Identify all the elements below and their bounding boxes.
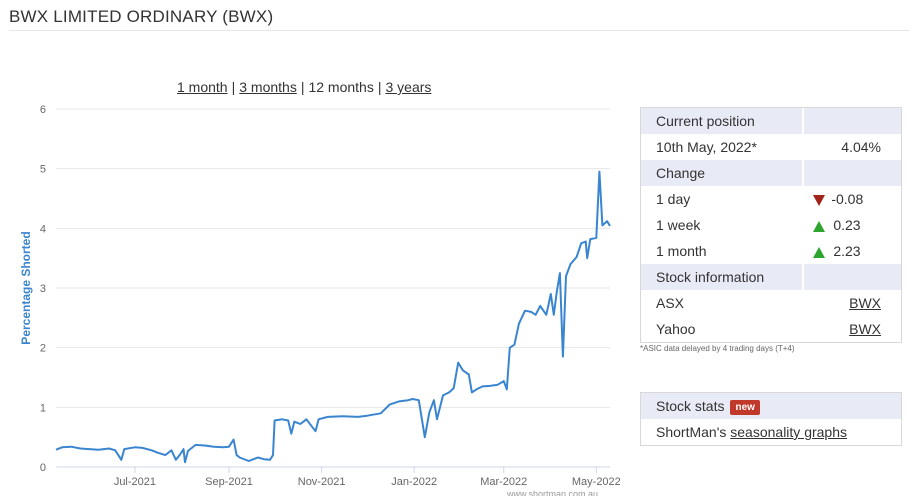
change-1-week-label: 1 week bbox=[656, 217, 701, 233]
short-position-chart: 0 1 2 3 4 5 6 Jul-2021 Sep-2021 Nov-2021 Jan-2022 M… bbox=[19, 104, 620, 496]
current-position-header: Current position bbox=[641, 108, 804, 134]
x-tick-label: May-2022 bbox=[572, 476, 620, 488]
stock-stats-panel: Stock stats new ShortMan's seasonality gr… bbox=[640, 392, 902, 446]
yahoo-label: Yahoo bbox=[656, 321, 696, 337]
y-axis-title: Percentage Shorted bbox=[19, 231, 33, 344]
y-tick-label: 0 bbox=[40, 462, 46, 474]
stock-stats-header: Stock stats new bbox=[641, 393, 901, 419]
header-blank-cell bbox=[802, 160, 901, 186]
period-1-month-link[interactable]: 1 month bbox=[177, 79, 228, 95]
period-12-months-current: 12 months bbox=[308, 79, 374, 95]
asic-footnote: *ASIC data delayed by 4 trading days (T+… bbox=[640, 344, 795, 353]
change-1-week-value: 0.23 bbox=[833, 217, 861, 233]
x-tick-label: Nov-2021 bbox=[298, 476, 346, 488]
change-1-day-label: 1 day bbox=[656, 191, 691, 207]
stock-information-header: Stock information bbox=[641, 264, 804, 290]
period-separator: | bbox=[300, 79, 305, 95]
asx-label: ASX bbox=[656, 295, 685, 311]
x-tick-label: Jul-2021 bbox=[114, 476, 156, 488]
change-1-month-value: 2.23 bbox=[833, 243, 861, 259]
yahoo-link-cell: BWX bbox=[803, 316, 901, 342]
change-1-day-value-cell: -0.08 bbox=[803, 186, 901, 212]
seasonality-prefix: ShortMan's bbox=[656, 424, 731, 440]
title-divider bbox=[9, 30, 909, 31]
header-blank-cell bbox=[802, 264, 901, 290]
period-selector: 1 month | 3 months | 12 months | 3 years bbox=[177, 79, 431, 95]
change-header: Change bbox=[641, 160, 804, 186]
period-3-years-link[interactable]: 3 years bbox=[385, 79, 432, 95]
y-tick-label: 3 bbox=[40, 283, 46, 295]
series-line bbox=[55, 170, 611, 464]
period-separator: | bbox=[231, 79, 236, 95]
down-arrow-icon bbox=[813, 194, 826, 206]
change-1-month-value-cell: 2.23 bbox=[803, 238, 901, 264]
position-panel: Current position 10th May, 2022* 4.04% C… bbox=[640, 107, 902, 343]
change-1-month-label: 1 month bbox=[656, 243, 707, 259]
y-tick-label: 5 bbox=[40, 164, 46, 176]
seasonality-graphs-link[interactable]: seasonality graphs bbox=[730, 424, 848, 440]
x-tick-label: Mar-2022 bbox=[480, 476, 527, 488]
period-3-months-link[interactable]: 3 months bbox=[239, 79, 297, 95]
period-separator: | bbox=[377, 79, 382, 95]
position-date: 10th May, 2022* bbox=[656, 139, 757, 155]
y-tick-label: 4 bbox=[40, 223, 46, 235]
y-tick-label: 1 bbox=[40, 402, 46, 414]
page-title: BWX LIMITED ORDINARY (BWX) bbox=[9, 7, 274, 26]
header-blank-cell bbox=[802, 108, 901, 134]
up-arrow-icon bbox=[813, 220, 826, 232]
asx-link-cell: BWX bbox=[803, 290, 901, 316]
x-tick-label: Jan-2022 bbox=[391, 476, 437, 488]
chart-credit: www.shortman.com.au bbox=[506, 489, 598, 496]
stock-stats-body: ShortMan's seasonality graphs bbox=[641, 419, 901, 445]
new-badge: new bbox=[730, 399, 760, 415]
change-1-week-value-cell: 0.23 bbox=[803, 212, 901, 238]
x-tick-label: Sep-2021 bbox=[205, 476, 253, 488]
up-arrow-icon bbox=[813, 246, 826, 258]
yahoo-link[interactable]: BWX bbox=[849, 321, 881, 337]
asx-link[interactable]: BWX bbox=[849, 295, 881, 311]
stock-stats-title: Stock stats bbox=[656, 398, 725, 414]
change-1-day-value: -0.08 bbox=[831, 191, 864, 207]
y-tick-label: 6 bbox=[40, 104, 46, 116]
position-value: 4.04% bbox=[841, 139, 881, 155]
y-tick-label: 2 bbox=[40, 343, 46, 355]
